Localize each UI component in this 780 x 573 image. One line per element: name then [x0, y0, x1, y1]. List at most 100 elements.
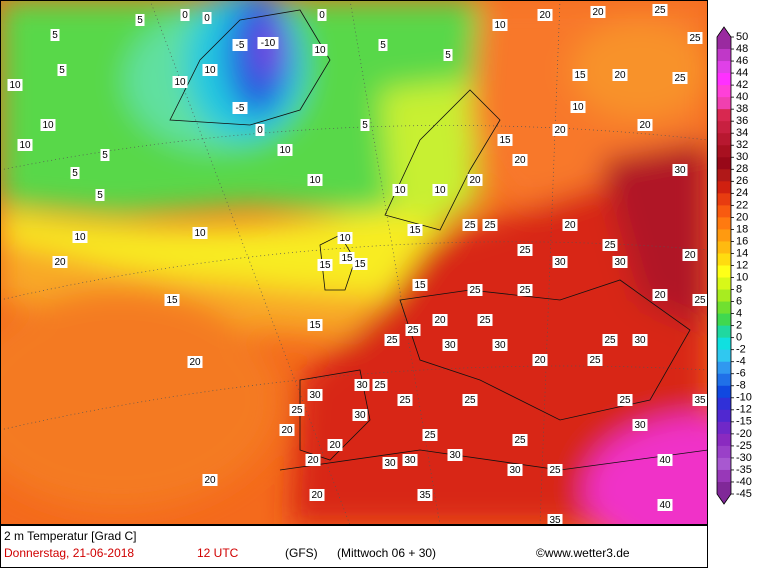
isotherm-label-box	[202, 64, 218, 76]
isotherm-label: -5	[236, 40, 245, 51]
legend-tick-label: 8	[736, 283, 742, 295]
legend-tick-label: 14	[736, 247, 748, 259]
isotherm-label: 25	[407, 325, 419, 336]
isotherm-label: 15	[409, 225, 421, 236]
isotherm-label: -5	[236, 103, 245, 114]
legend-swatch	[717, 373, 731, 387]
isotherm-label-box	[397, 394, 413, 406]
legend-swatch	[717, 385, 731, 399]
isotherm-label: 20	[614, 70, 626, 81]
isotherm-label-box	[692, 294, 708, 306]
isotherm-label: 10	[174, 77, 186, 88]
isotherm-label-box	[672, 72, 688, 84]
isotherm-label: 25	[484, 220, 496, 231]
legend-swatch	[717, 421, 731, 435]
isotherm-label-box	[202, 12, 212, 24]
legend-tick-label: 38	[736, 103, 748, 115]
legend-swatch	[717, 205, 731, 218]
legend-swatch	[717, 469, 731, 483]
isotherm-label-box	[637, 119, 653, 131]
isotherm-label: 10	[42, 120, 54, 131]
isotherm-label-box	[432, 314, 448, 326]
legend-tick-label: 0	[736, 332, 742, 344]
isotherm-label-box	[512, 434, 528, 446]
isotherm-label-box	[372, 379, 388, 391]
isotherm-label: 20	[564, 220, 576, 231]
legend-swatch	[717, 241, 731, 254]
isotherm-label-box	[547, 464, 563, 476]
legend-swatch	[717, 61, 731, 74]
isotherm-label: 5	[52, 30, 58, 41]
isotherm-label-box	[432, 184, 448, 196]
isotherm-label-box	[517, 244, 533, 256]
legend-tick-label: 20	[736, 211, 748, 223]
legend-swatch	[717, 409, 731, 423]
legend-tick-label: 34	[736, 127, 748, 139]
isotherm-label-box	[384, 334, 400, 346]
isotherm-label: 20	[307, 455, 319, 466]
isotherm-label-box	[477, 314, 493, 326]
isotherm-label: 25	[604, 335, 616, 346]
isotherm-label: 0	[182, 10, 188, 21]
legend-tick-label: 36	[736, 115, 748, 127]
isotherm-label-box	[180, 9, 190, 21]
isotherm-label-box	[692, 394, 708, 406]
isotherm-label-box	[192, 227, 208, 239]
isotherm-label-box	[442, 339, 458, 351]
isotherm-label: 20	[281, 425, 293, 436]
isotherm-label-box	[307, 319, 323, 331]
isotherm-label-box	[612, 69, 628, 81]
isotherm-label: 10	[9, 80, 21, 91]
legend-tick-label: -10	[736, 392, 752, 404]
isotherm-label-box	[360, 119, 370, 131]
isotherm-label: 30	[444, 340, 456, 351]
isotherm-label-box	[7, 79, 23, 91]
isotherm-label-box	[482, 219, 498, 231]
legend-tick-label: 22	[736, 199, 748, 211]
isotherm-label-box	[378, 39, 388, 51]
isotherm-label-box	[517, 284, 533, 296]
isotherm-label: 10	[394, 185, 406, 196]
isotherm-label: 30	[449, 450, 461, 461]
legend-swatch	[717, 169, 731, 182]
isotherm-label: 20	[434, 315, 446, 326]
isotherm-label: 10	[314, 45, 326, 56]
isotherm-label-box	[392, 184, 408, 196]
isotherm-label-box	[467, 284, 483, 296]
isotherm-label-box	[512, 154, 528, 166]
isotherm-label: 30	[404, 455, 416, 466]
isotherm-label: 20	[592, 7, 604, 18]
isotherm-label-box	[279, 424, 295, 436]
isotherm-label: 40	[659, 500, 671, 511]
legend-arrow-top	[717, 27, 731, 37]
legend-tick-label: 16	[736, 235, 748, 247]
legend-tick-label: -30	[736, 452, 752, 464]
isotherm-label: 5	[97, 190, 103, 201]
legend-swatch	[717, 37, 731, 50]
isotherm-label: 5	[59, 65, 65, 76]
isotherm-label: 25	[619, 395, 631, 406]
isotherm-label-box	[407, 224, 423, 236]
legend-swatch	[717, 457, 731, 471]
isotherm-label-box	[72, 231, 88, 243]
isotherm-label: 10	[204, 65, 216, 76]
isotherm-label: 25	[604, 240, 616, 251]
legend-swatch	[717, 73, 731, 86]
isotherm-label: 15	[319, 260, 331, 271]
isotherm-label: -10	[261, 38, 276, 49]
isotherm-label: 5	[137, 15, 143, 26]
footer-date: Donnerstag, 21-06-2018	[4, 546, 134, 560]
isotherm-label-box	[462, 394, 478, 406]
isotherm-label-box	[552, 256, 568, 268]
isotherm-label: 5	[72, 168, 78, 179]
isotherm-label-box	[562, 219, 578, 231]
legend-tick-label: 46	[736, 55, 748, 67]
isotherm-label: 30	[356, 380, 368, 391]
isotherm-label-box	[652, 4, 668, 16]
isotherm-label: 25	[291, 405, 303, 416]
isotherm-label: 15	[309, 320, 321, 331]
isotherm-label-box	[277, 144, 293, 156]
legend-swatch	[717, 97, 731, 110]
legend-tick-label: -2	[736, 344, 746, 356]
isotherm-label: 35	[549, 515, 561, 526]
